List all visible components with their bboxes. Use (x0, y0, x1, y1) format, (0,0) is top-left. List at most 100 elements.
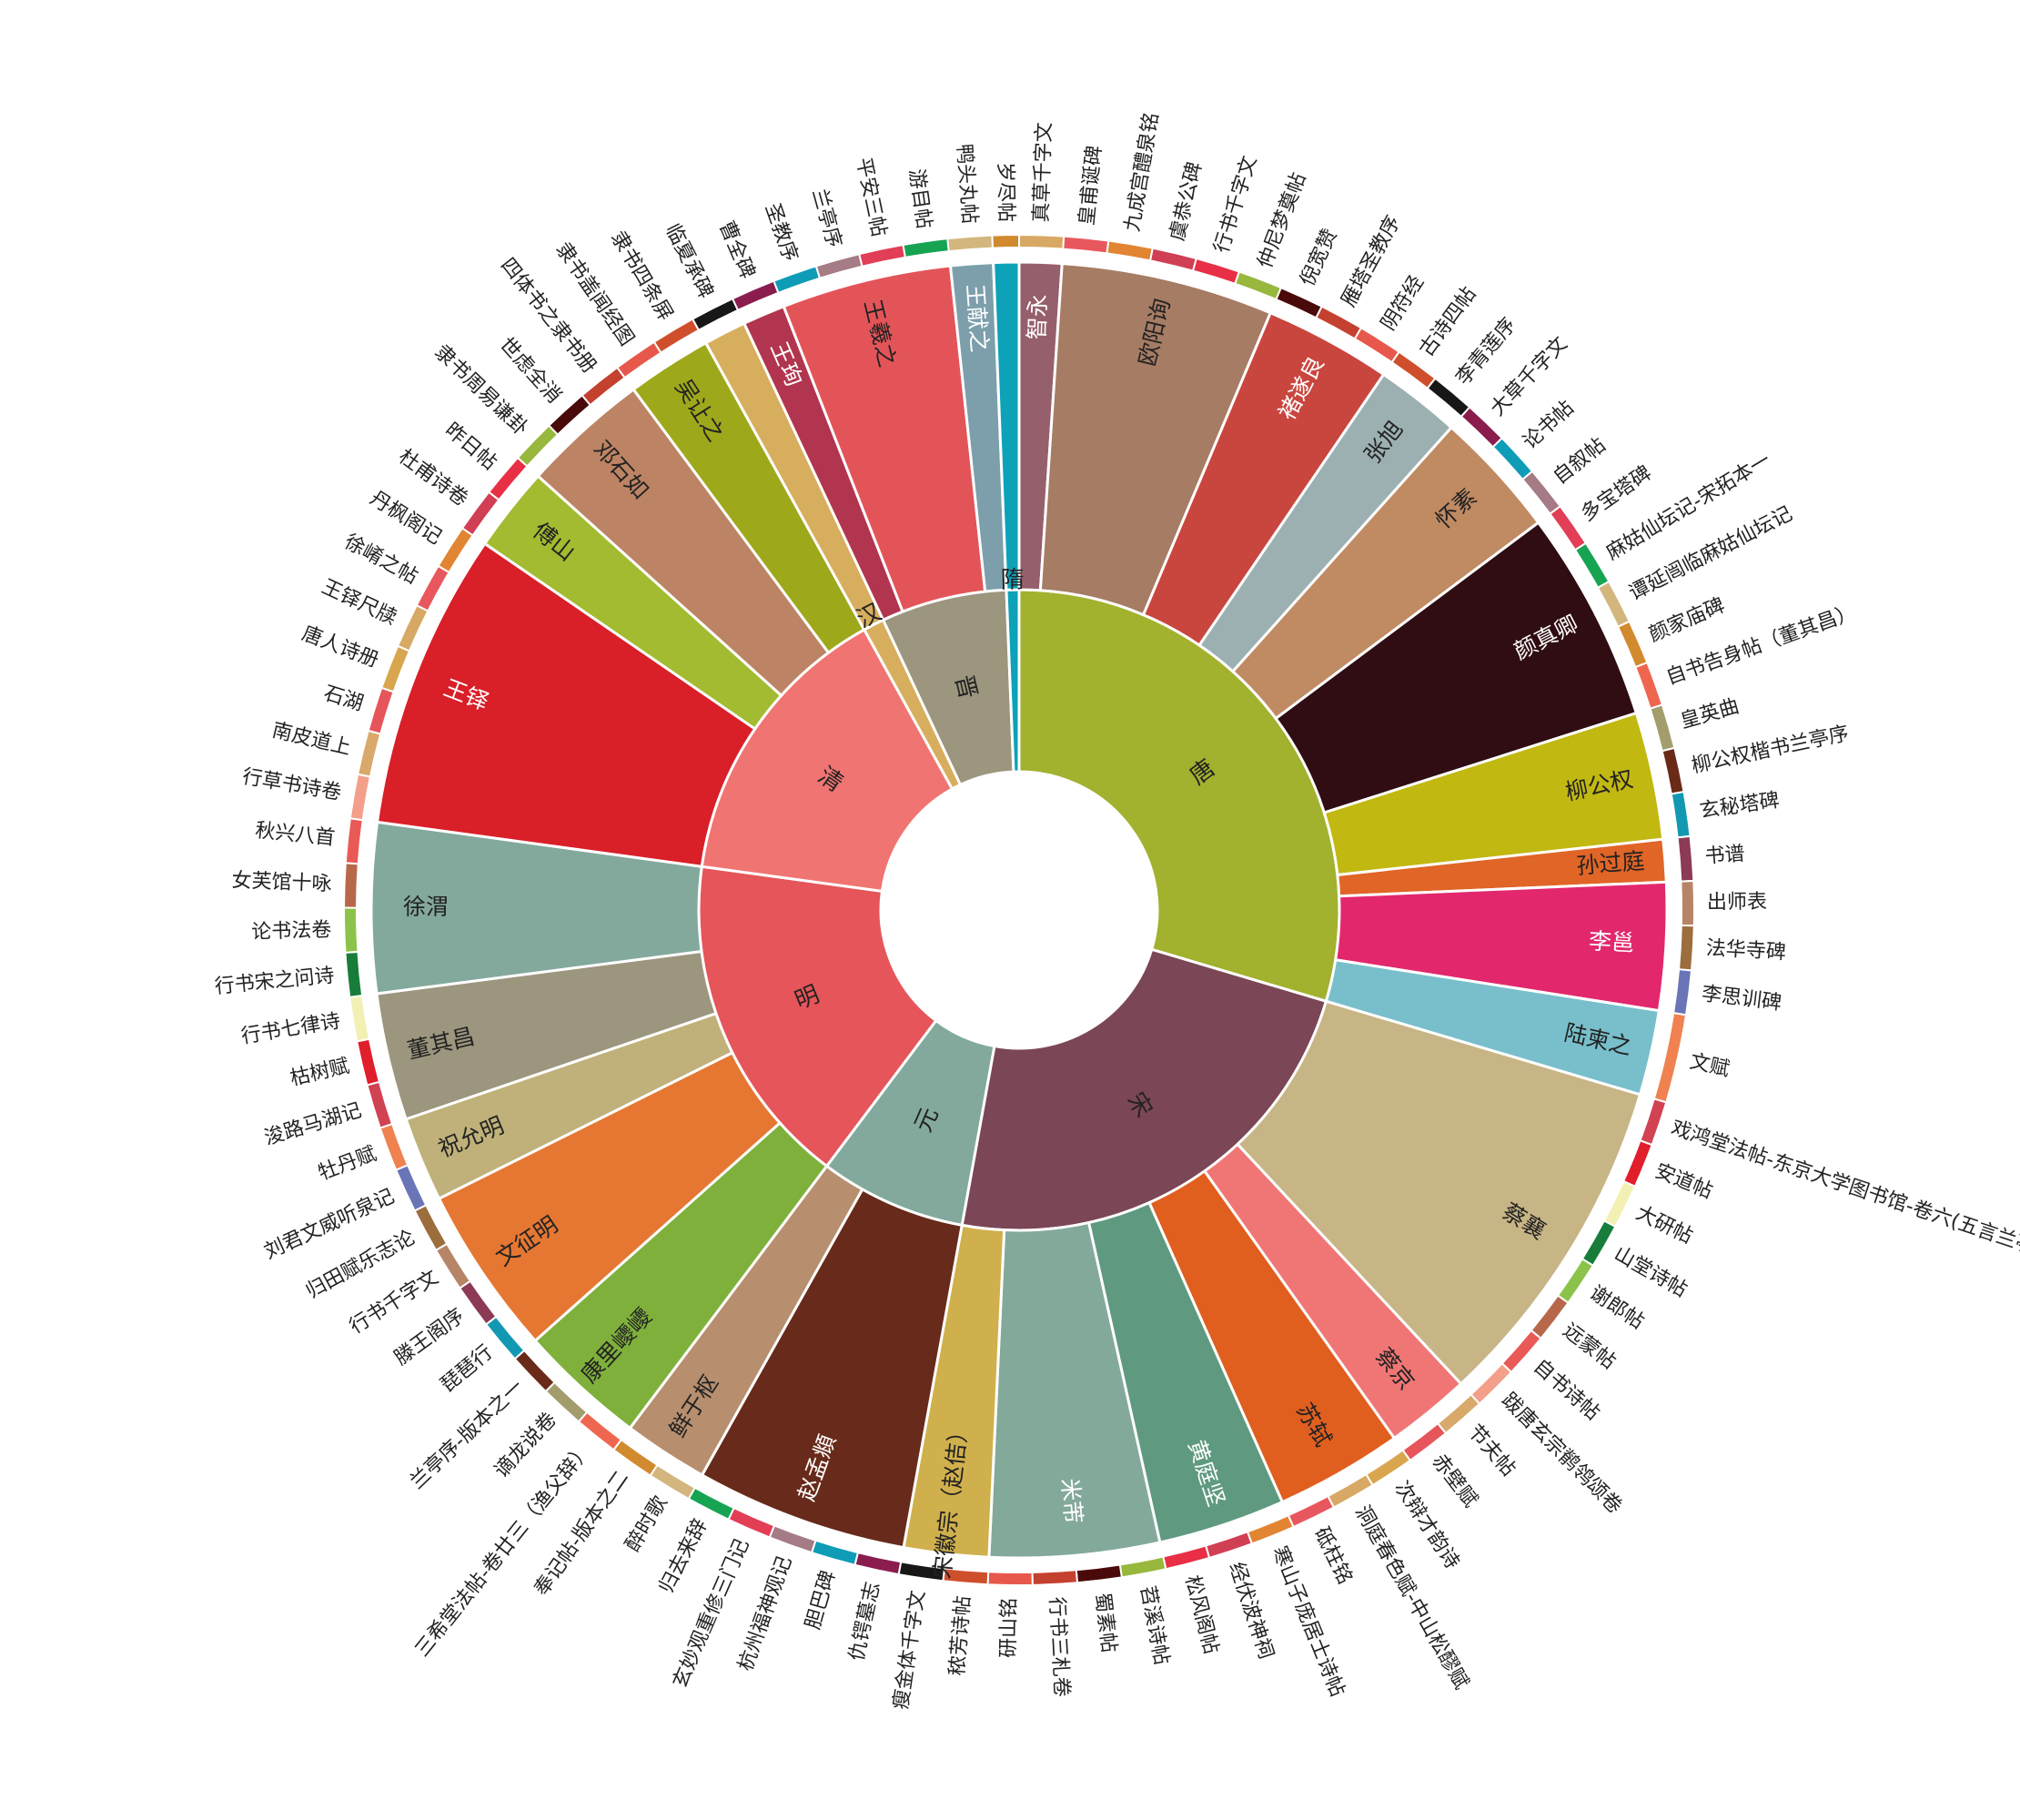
work-segment (731, 279, 780, 312)
work-segment (1234, 270, 1283, 301)
work-label: 九成宫醴泉铭 (1121, 111, 1163, 233)
work-segment (380, 644, 411, 693)
work-label: 戏鸿堂法帖-东京大学图书馆-卷六(五言兰亭诗) (1668, 1117, 2020, 1269)
work-segment (1118, 1555, 1167, 1579)
work-label: 法华寺碑 (1705, 937, 1786, 965)
work-segment (367, 686, 395, 735)
work-label: 山堂诗帖 (1611, 1242, 1692, 1302)
work-segment (437, 526, 474, 574)
work-segment (615, 340, 662, 379)
work-label: 跋唐玄宗鹡鸰颂卷 (1497, 1389, 1626, 1518)
work-label: 多宝塔碑 (1577, 461, 1656, 526)
work-ring (343, 233, 1695, 1586)
work-label: 琵琶行 (437, 1341, 498, 1397)
work-label: 蜀素帖 (1090, 1592, 1120, 1654)
work-segment (691, 297, 740, 332)
work-segment (810, 1539, 860, 1566)
work-label: 石湖 (321, 682, 366, 715)
work-segment (1031, 1569, 1079, 1586)
work-label: 松风阁帖 (1180, 1573, 1222, 1656)
work-segment (727, 1506, 776, 1539)
work-segment (1661, 746, 1685, 795)
work-segment (1075, 1563, 1124, 1584)
work-segment (396, 603, 429, 652)
work-label: 王铎尺牍 (318, 576, 400, 631)
work-segment (902, 238, 950, 258)
work-label: 瘦金体千字文 (890, 1589, 930, 1711)
work-label: 苕溪诗帖 (1136, 1584, 1173, 1667)
work-segment (991, 233, 1020, 249)
work-label: 洞庭春色赋-中山松醪赋 (1350, 1502, 1473, 1693)
work-segment (1246, 1513, 1295, 1545)
work-segment (986, 1571, 1034, 1586)
work-segment (1275, 286, 1324, 319)
work-segment (814, 252, 864, 279)
work-label: 皇英曲 (1678, 695, 1742, 733)
work-segment (1581, 1219, 1617, 1268)
work-segment (611, 1438, 659, 1477)
work-label: 游目帖 (904, 167, 935, 230)
work-label: 节夫帖 (1463, 1421, 1520, 1481)
work-label: 古诗四帖 (1415, 283, 1480, 361)
work-label: 皇甫诞碑 (1076, 145, 1106, 227)
work-segment (687, 1486, 735, 1522)
artist-label: 孙过庭 (1575, 847, 1645, 879)
work-segment (1191, 257, 1241, 286)
work-segment (348, 773, 372, 822)
work-label: 颜家庙碑 (1646, 594, 1729, 647)
work-label: 倪宽赞 (1297, 226, 1342, 289)
work-label: 圣教序 (761, 200, 803, 265)
work-label: 经伏波神祠 (1225, 1560, 1278, 1662)
work-segment (773, 265, 822, 295)
work-label: 论书法卷 (251, 919, 332, 945)
artist-label: 王献之 (962, 283, 993, 353)
work-segment (413, 1203, 449, 1252)
work-segment (1573, 541, 1611, 590)
work-label: 赤壁赋 (1428, 1451, 1482, 1512)
dynasty-label: 隋 (1000, 566, 1025, 594)
work-segment (1326, 1472, 1375, 1509)
work-segment (853, 1551, 903, 1576)
work-label: 鸭头丸帖 (952, 143, 980, 225)
work-label: 兰亭序 (807, 187, 845, 250)
work-label: 谪龙说卷 (490, 1408, 561, 1482)
work-label: 女芙馆十咏 (231, 869, 332, 895)
work-segment (1634, 661, 1664, 710)
work-segment (366, 1080, 394, 1129)
work-segment (1106, 239, 1155, 262)
work-label: 柳公权楷书兰亭序 (1690, 723, 1851, 778)
work-segment (1670, 790, 1692, 839)
work-segment (415, 564, 450, 612)
work-segment (768, 1524, 817, 1554)
work-label: 杭州福神观记 (734, 1553, 796, 1674)
artist-label: 米芾 (1056, 1477, 1086, 1524)
work-segment (434, 1242, 472, 1289)
work-label: 徐崤之帖 (340, 531, 421, 589)
work-label: 玄秘塔碑 (1698, 789, 1781, 823)
work-label: 秾芳诗帖 (946, 1595, 975, 1677)
work-label: 牡丹赋 (316, 1143, 380, 1186)
artist-label: 李邕 (1588, 927, 1635, 956)
work-segment (946, 234, 995, 253)
work-label: 浚路马湖记 (262, 1099, 365, 1150)
work-label: 出师表 (1707, 891, 1767, 915)
work-label: 李思训碑 (1701, 983, 1783, 1016)
work-segment (649, 1463, 697, 1501)
work-label: 安道帖 (1651, 1159, 1716, 1203)
work-label: 行草书诗卷 (240, 765, 343, 804)
artist-segment (1235, 999, 1642, 1386)
work-label: 研山铭 (997, 1598, 1021, 1658)
work-label: 远蒙帖 (1559, 1320, 1621, 1374)
work-label: 自书诗帖 (1529, 1355, 1604, 1425)
work-segment (356, 1037, 381, 1087)
work-segment (348, 994, 371, 1043)
work-segment (1602, 1179, 1637, 1228)
work-label: 临夏承碑 (661, 220, 717, 302)
artist-ring (369, 260, 1669, 1560)
work-label: 杜甫诗卷 (394, 445, 472, 511)
work-segment (344, 817, 364, 865)
work-label: 枯树赋 (288, 1055, 352, 1090)
work-segment (1652, 1012, 1688, 1104)
work-label: 行书三札卷 (1045, 1596, 1073, 1697)
work-label: 大研帖 (1632, 1202, 1696, 1249)
